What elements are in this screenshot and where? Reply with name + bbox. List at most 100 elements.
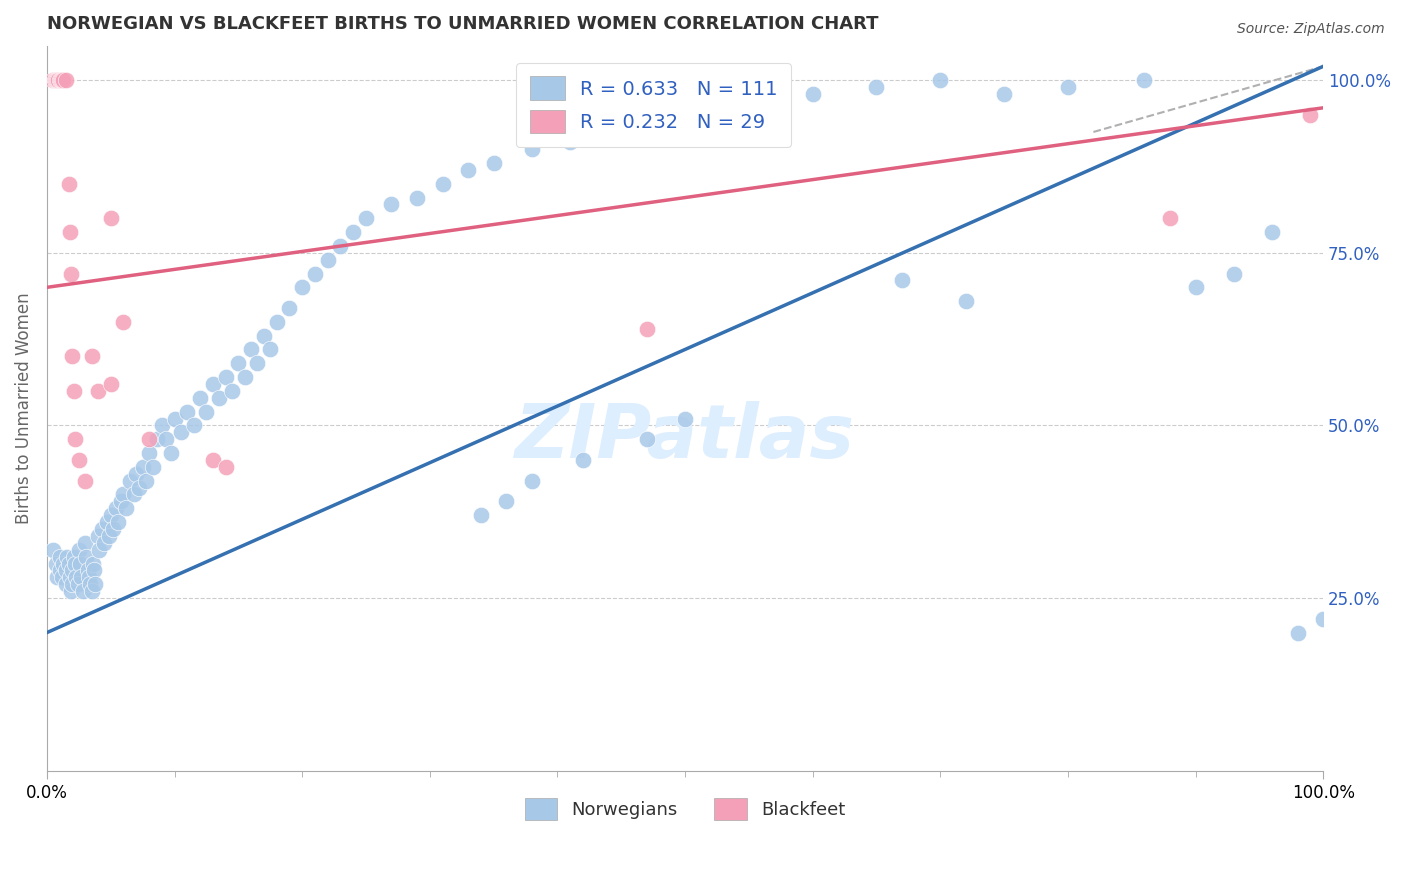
Point (138, 446, 160, 460)
Point (1261, 225, 1284, 239)
Point (45, 557, 67, 571)
Point (42, 73, 65, 87)
Point (240, 343, 263, 357)
Point (55, 73, 77, 87)
Point (44, 73, 66, 87)
Point (100, 377, 122, 392)
Point (155, 432, 177, 446)
Point (87, 384, 110, 398)
Point (62, 577, 84, 591)
Point (62, 384, 84, 398)
Point (955, 294, 977, 309)
Point (77, 570, 100, 584)
Legend: Norwegians, Blackfeet: Norwegians, Blackfeet (517, 790, 852, 827)
Point (560, 136, 582, 150)
Point (598, 121, 620, 136)
Point (62, 350, 84, 364)
Point (214, 370, 236, 384)
Point (291, 280, 314, 294)
Point (142, 459, 165, 474)
Point (122, 487, 145, 501)
Point (67, 453, 90, 467)
Point (100, 508, 122, 523)
Point (278, 301, 301, 315)
Point (87, 529, 110, 543)
Point (201, 377, 224, 392)
Point (138, 432, 160, 446)
Point (572, 453, 595, 467)
Point (46, 73, 69, 87)
Point (63, 432, 86, 446)
Point (993, 87, 1015, 101)
Point (112, 315, 135, 329)
Point (98, 529, 121, 543)
Point (801, 87, 824, 101)
Point (457, 163, 479, 178)
Point (1133, 73, 1156, 87)
Point (55, 564, 77, 578)
Point (470, 508, 492, 523)
Point (128, 481, 150, 495)
Point (150, 418, 173, 433)
Point (1286, 625, 1309, 640)
Point (163, 411, 186, 425)
Y-axis label: Births to Unmarried Women: Births to Unmarried Women (15, 293, 32, 524)
Point (482, 156, 505, 170)
Point (673, 101, 696, 115)
Point (60, 584, 83, 599)
Point (342, 225, 364, 239)
Point (49, 73, 72, 87)
Point (316, 252, 339, 267)
Point (195, 404, 218, 418)
Point (75, 549, 97, 564)
Point (1223, 267, 1246, 281)
Point (48, 73, 70, 87)
Point (48, 564, 70, 578)
Point (51, 570, 73, 584)
Point (520, 142, 543, 156)
Point (90, 522, 112, 536)
Point (354, 211, 377, 226)
Point (62, 549, 84, 564)
Point (636, 322, 658, 336)
Point (406, 190, 429, 204)
Point (188, 391, 211, 405)
Point (266, 315, 288, 329)
Point (48, 549, 70, 564)
Point (1159, 211, 1181, 226)
Point (112, 487, 135, 501)
Point (214, 459, 236, 474)
Point (80, 350, 103, 364)
Point (67, 542, 90, 557)
Point (246, 356, 269, 370)
Point (1057, 80, 1080, 95)
Point (131, 459, 153, 474)
Point (51, 73, 73, 87)
Point (69, 557, 91, 571)
Point (865, 80, 887, 95)
Point (42, 542, 65, 557)
Point (60, 267, 83, 281)
Point (253, 328, 276, 343)
Point (228, 356, 250, 370)
Point (304, 267, 326, 281)
Point (176, 404, 198, 418)
Point (208, 391, 231, 405)
Point (636, 114, 658, 128)
Point (82, 557, 104, 571)
Point (103, 522, 125, 536)
Point (221, 384, 243, 398)
Point (66, 577, 89, 591)
Point (70, 570, 93, 584)
Point (259, 343, 281, 357)
Point (79, 577, 101, 591)
Point (170, 425, 193, 440)
Point (636, 432, 658, 446)
Point (59, 570, 82, 584)
Point (104, 501, 127, 516)
Point (65, 570, 87, 584)
Point (118, 474, 141, 488)
Text: Source: ZipAtlas.com: Source: ZipAtlas.com (1237, 22, 1385, 37)
Point (59, 225, 82, 239)
Point (1299, 108, 1322, 122)
